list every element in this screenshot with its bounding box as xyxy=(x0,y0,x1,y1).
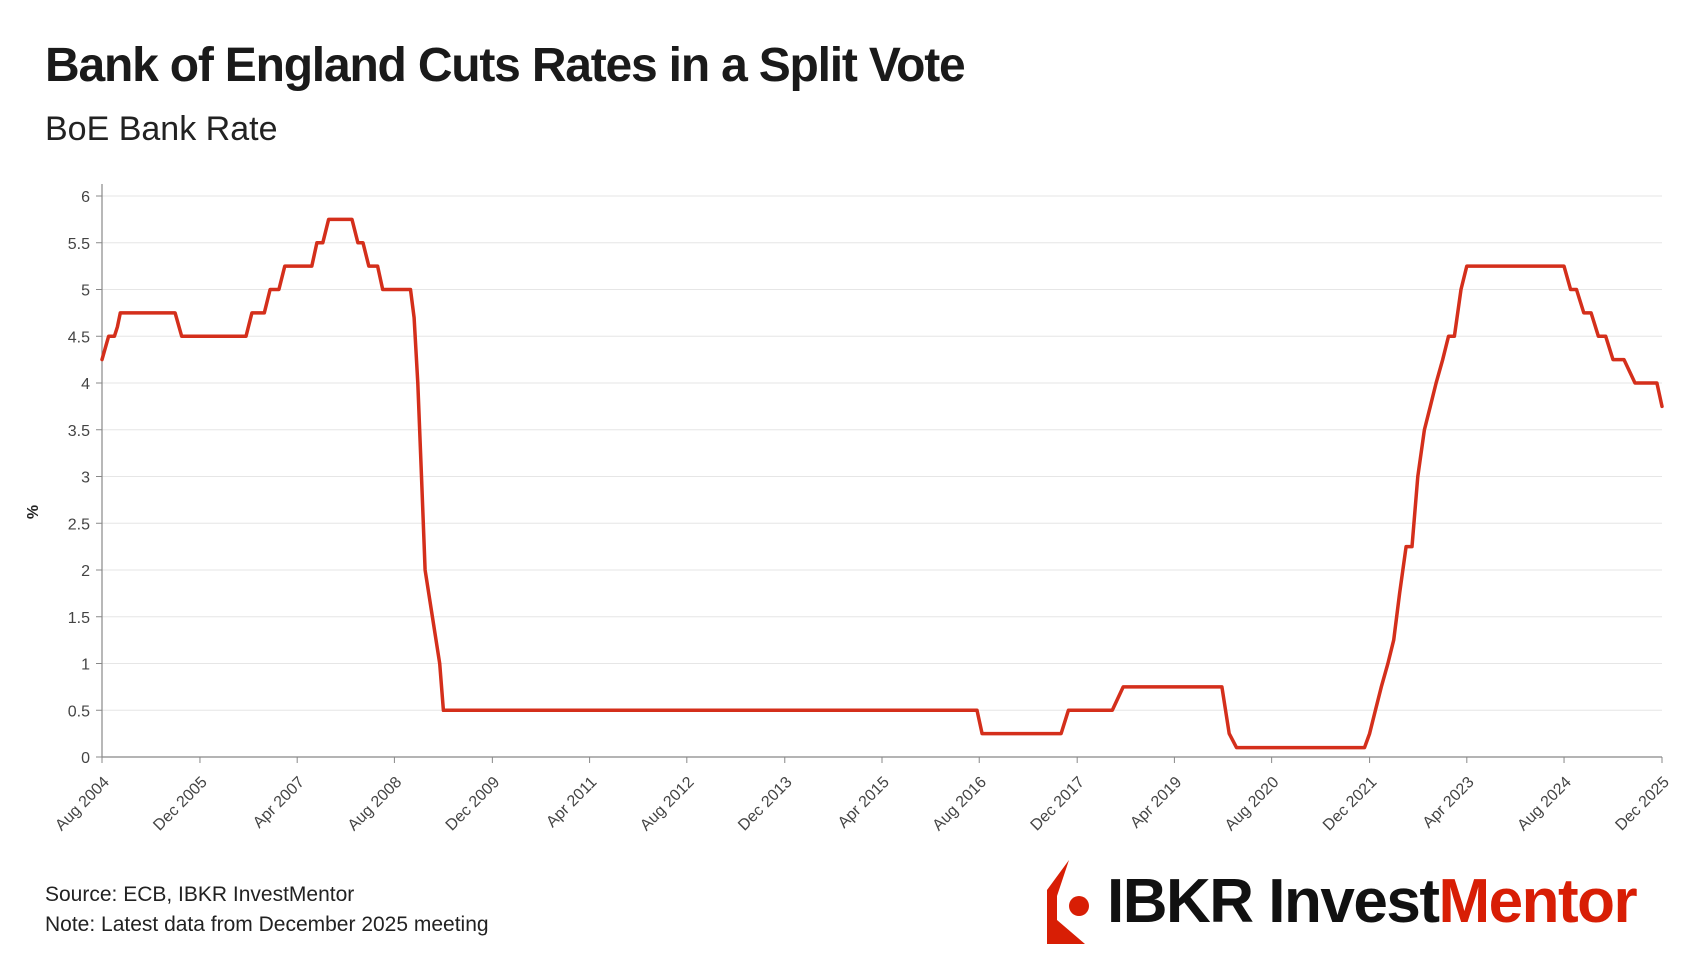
logo-text-ibkr-invest: IBKR Invest xyxy=(1107,867,1440,936)
series-line-boe-bank-rate xyxy=(100,217,1664,750)
line-chart: 0 0.5 1 1.5 2 2.5 3 3.5 4 4.5 5 5.5 6 Aug 2004 Dec 20… xyxy=(25,184,1673,834)
x-tick-label: Dec 2013 xyxy=(735,774,796,835)
series-points xyxy=(101,219,1663,748)
y-axis-label: % xyxy=(25,505,42,519)
y-tick-label: 0.5 xyxy=(68,703,90,720)
x-tick-label: Apr 2023 xyxy=(1420,774,1478,832)
y-tick-label: 3 xyxy=(81,470,90,487)
x-tick-label: Aug 2004 xyxy=(52,774,113,835)
chart-subtitle: BoE Bank Rate xyxy=(45,110,278,148)
x-axis-ticks: Aug 2004 Dec 2005 Apr 2007 Aug 2008 Dec 2009… xyxy=(52,757,1673,834)
ibkr-logo-icon xyxy=(1047,860,1089,944)
y-axis-ticks: 0 0.5 1 1.5 2 2.5 3 3.5 4 4.5 5 5.5 6 xyxy=(68,189,102,767)
y-tick-label: 5.5 xyxy=(68,236,90,253)
x-tick-label: Aug 2020 xyxy=(1222,774,1283,835)
x-tick-label: Dec 2005 xyxy=(150,774,211,835)
x-tick-label: Apr 2019 xyxy=(1127,774,1185,832)
data-note: Note: Latest data from December 2025 mee… xyxy=(45,913,489,936)
x-tick-label: Apr 2007 xyxy=(250,774,308,832)
y-tick-label: 1.5 xyxy=(68,610,90,627)
logo-text-mentor: Mentor xyxy=(1438,867,1637,936)
x-tick-label: Dec 2017 xyxy=(1028,774,1089,835)
x-tick-label: Dec 2025 xyxy=(1612,774,1673,835)
y-tick-label: 6 xyxy=(81,189,90,206)
ibkr-investmentor-logo: IBKR InvestMentor xyxy=(1035,860,1685,946)
y-tick-label: 0 xyxy=(81,750,90,767)
y-tick-label: 4 xyxy=(81,376,90,393)
source-note: Source: ECB, IBKR InvestMentor xyxy=(45,883,355,906)
x-tick-label: Aug 2016 xyxy=(930,774,991,835)
y-tick-label: 1 xyxy=(81,657,90,674)
logo-wordmark: IBKR InvestMentor xyxy=(1107,866,1638,937)
gridlines xyxy=(102,195,1662,711)
x-tick-label: Aug 2008 xyxy=(345,774,406,835)
y-tick-label: 2.5 xyxy=(68,516,90,533)
x-tick-label: Apr 2015 xyxy=(835,774,893,832)
x-tick-label: Dec 2009 xyxy=(443,774,504,835)
x-tick-label: Aug 2012 xyxy=(637,774,698,835)
y-tick-label: 2 xyxy=(81,563,90,580)
chart-title: Bank of England Cuts Rates in a Split Vo… xyxy=(45,39,966,92)
x-tick-label: Dec 2021 xyxy=(1320,774,1381,835)
x-tick-label: Aug 2024 xyxy=(1514,774,1575,835)
y-tick-label: 3.5 xyxy=(68,423,90,440)
y-tick-label: 5 xyxy=(81,283,90,300)
x-tick-label: Apr 2011 xyxy=(543,774,600,831)
y-tick-label: 4.5 xyxy=(68,329,90,346)
